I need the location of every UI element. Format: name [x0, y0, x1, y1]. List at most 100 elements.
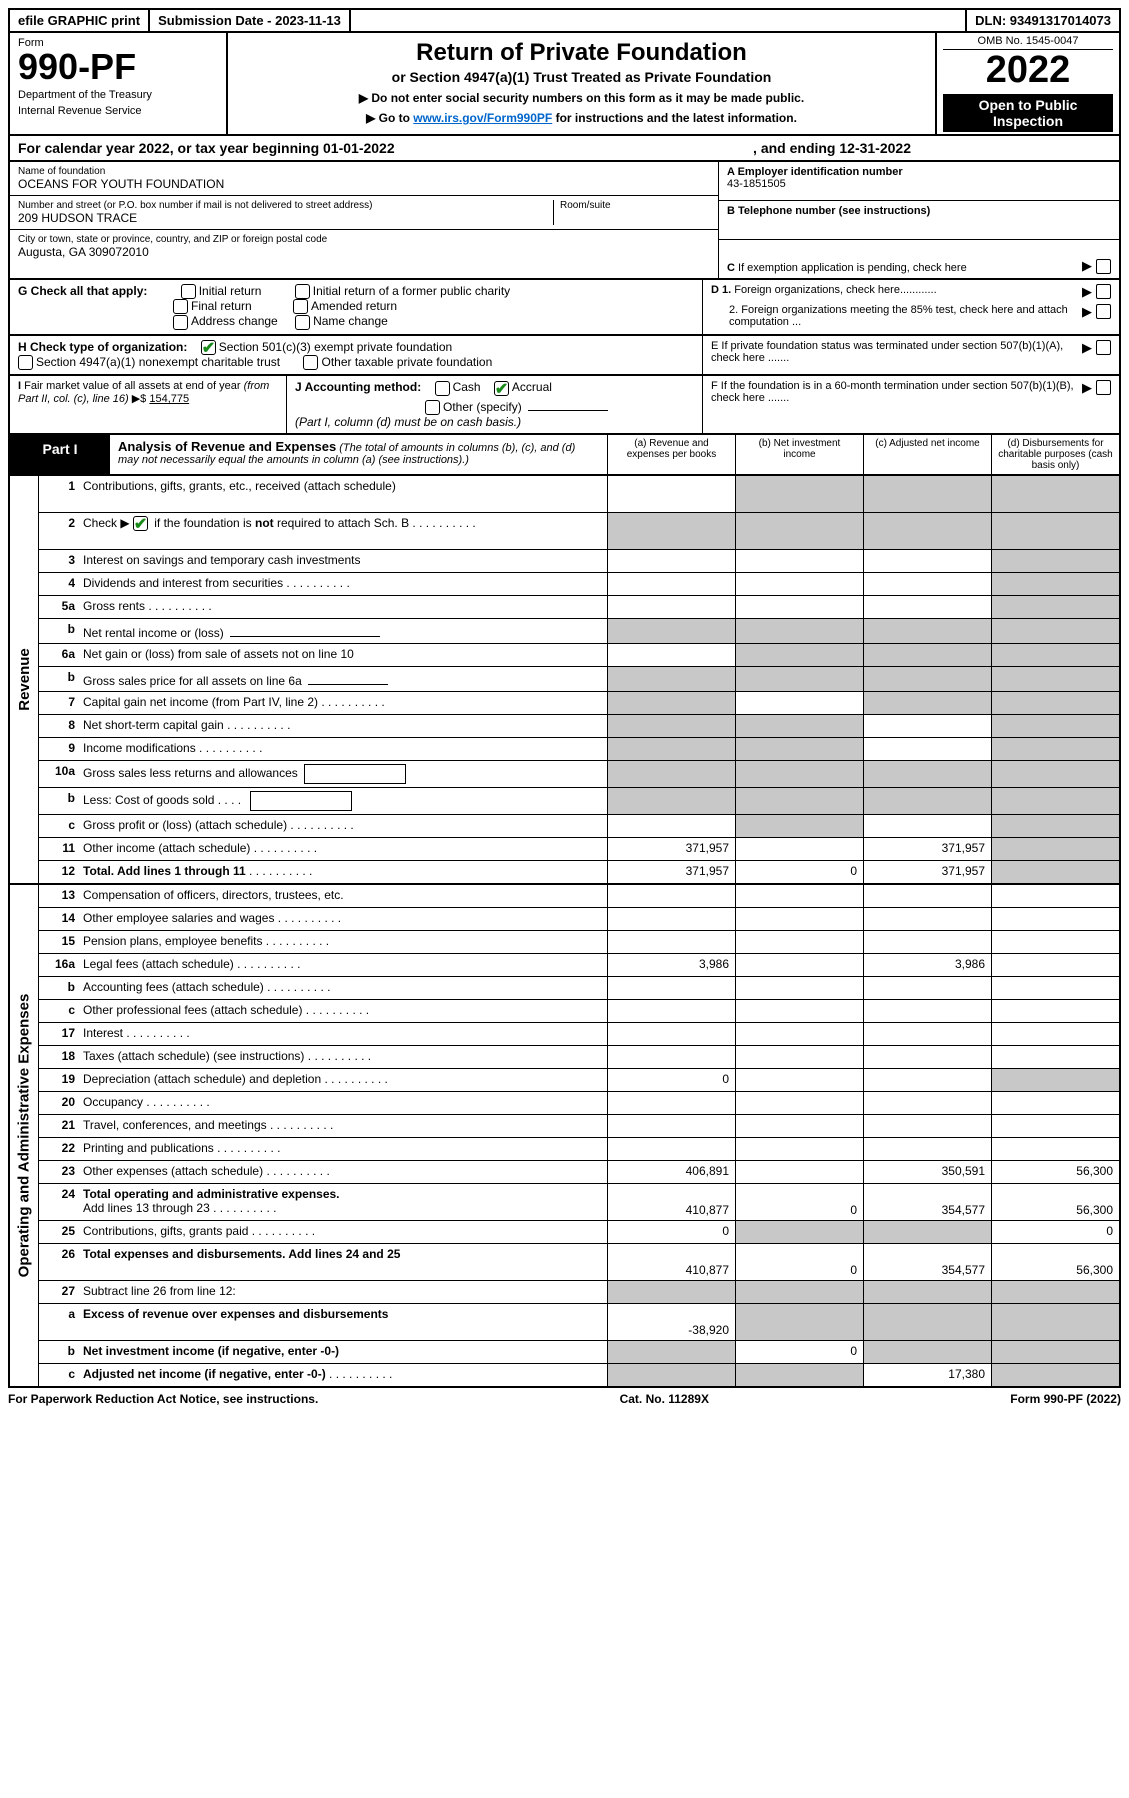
- part1-desc: Analysis of Revenue and Expenses (The to…: [110, 435, 607, 474]
- g-initial-former: Initial return of a former public charit…: [313, 284, 510, 298]
- page-footer: For Paperwork Reduction Act Notice, see …: [8, 1388, 1121, 1410]
- submission-date: Submission Date - 2023-11-13: [150, 10, 349, 31]
- cal-year-begin: For calendar year 2022, or tax year begi…: [18, 140, 395, 156]
- v24b: 0: [735, 1184, 863, 1220]
- checkbox-f[interactable]: [1096, 380, 1111, 395]
- line-26: Total expenses and disbursements. Add li…: [79, 1244, 607, 1280]
- note-link: ▶ Go to www.irs.gov/Form990PF for instru…: [248, 111, 915, 125]
- v23d: 56,300: [991, 1161, 1119, 1183]
- checkbox-d1[interactable]: [1096, 284, 1111, 299]
- checkbox-e[interactable]: [1096, 340, 1111, 355]
- j-note: (Part I, column (d) must be on cash basi…: [295, 415, 521, 429]
- ein-label: A Employer identification number: [727, 166, 903, 178]
- line-27a: Excess of revenue over expenses and disb…: [79, 1304, 607, 1340]
- v27a: -38,920: [607, 1304, 735, 1340]
- footer-mid: Cat. No. 11289X: [620, 1392, 709, 1406]
- part1-title: Analysis of Revenue and Expenses: [118, 439, 336, 454]
- city-label: City or town, state or province, country…: [18, 234, 710, 245]
- checkbox-501c3[interactable]: [201, 340, 216, 355]
- h-501c3: Section 501(c)(3) exempt private foundat…: [219, 340, 452, 354]
- line-12: Total. Add lines 1 through 11: [79, 861, 607, 883]
- line-23: Other expenses (attach schedule): [79, 1161, 607, 1183]
- note-pre: ▶ Go to: [366, 111, 413, 125]
- checkbox-cash[interactable]: [435, 381, 450, 396]
- expenses-section: Operating and Administrative Expenses 13…: [8, 885, 1121, 1388]
- city-state-zip: Augusta, GA 309072010: [18, 245, 710, 259]
- note-ssn: ▶ Do not enter social security numbers o…: [248, 91, 915, 105]
- line-8: Net short-term capital gain: [79, 715, 607, 737]
- checkbox-final-return[interactable]: [173, 299, 188, 314]
- room-label: Room/suite: [560, 200, 710, 211]
- line-24: Total operating and administrative expen…: [79, 1184, 607, 1220]
- line-19: Depreciation (attach schedule) and deple…: [79, 1069, 607, 1091]
- dln: DLN: 93491317014073: [967, 10, 1119, 31]
- revenue-section: Revenue 1Contributions, gifts, grants, e…: [8, 476, 1121, 885]
- checkbox-other[interactable]: [425, 400, 440, 415]
- form-header: Form 990-PF Department of the Treasury I…: [8, 33, 1121, 136]
- v24c: 354,577: [863, 1184, 991, 1220]
- line-13: Compensation of officers, directors, tru…: [79, 885, 607, 907]
- v24d: 56,300: [991, 1184, 1119, 1220]
- section-h-e: H Check type of organization: Section 50…: [8, 336, 1121, 377]
- line-9: Income modifications: [79, 738, 607, 760]
- irs-link[interactable]: www.irs.gov/Form990PF: [413, 111, 552, 125]
- dept-irs: Internal Revenue Service: [18, 105, 218, 117]
- line-21: Travel, conferences, and meetings: [79, 1115, 607, 1137]
- line-4: Dividends and interest from securities: [79, 573, 607, 595]
- checkbox-c[interactable]: [1096, 259, 1111, 274]
- checkbox-name-change[interactable]: [295, 315, 310, 330]
- v27c: 17,380: [863, 1364, 991, 1386]
- line-2: Check ▶ if the foundation is not require…: [79, 513, 607, 549]
- v25a: 0: [607, 1221, 735, 1243]
- line-1: Contributions, gifts, grants, etc., rece…: [79, 476, 607, 512]
- line-18: Taxes (attach schedule) (see instruction…: [79, 1046, 607, 1068]
- checkbox-d2[interactable]: [1096, 304, 1111, 319]
- v12c: 371,957: [863, 861, 991, 883]
- line-16a: Legal fees (attach schedule): [79, 954, 607, 976]
- revenue-label: Revenue: [10, 476, 39, 883]
- exemption-pending-label: C If exemption application is pending, c…: [727, 262, 1082, 274]
- checkbox-accrual[interactable]: [494, 381, 509, 396]
- d2-label: 2. Foreign organizations meeting the 85%…: [711, 304, 1082, 328]
- line-10a: Gross sales less returns and allowances: [79, 761, 607, 787]
- line-14: Other employee salaries and wages: [79, 908, 607, 930]
- checkbox-addr-change[interactable]: [173, 315, 188, 330]
- line-10c: Gross profit or (loss) (attach schedule): [79, 815, 607, 837]
- g-initial-return: Initial return: [199, 284, 262, 298]
- line-10b: Less: Cost of goods sold . . . .: [79, 788, 607, 814]
- v26a: 410,877: [607, 1244, 735, 1280]
- footer-right: Form 990-PF (2022): [1010, 1392, 1121, 1406]
- col-a-header: (a) Revenue and expenses per books: [607, 435, 735, 474]
- f-label: F If the foundation is in a 60-month ter…: [711, 380, 1082, 429]
- h-other-taxable: Other taxable private foundation: [321, 355, 492, 369]
- v16a-a: 3,986: [607, 954, 735, 976]
- checkbox-4947[interactable]: [18, 355, 33, 370]
- open-public-badge: Open to Public Inspection: [943, 94, 1113, 132]
- checkbox-other-taxable[interactable]: [303, 355, 318, 370]
- j-cash: Cash: [453, 380, 481, 394]
- v12a: 371,957: [607, 861, 735, 883]
- h-4947: Section 4947(a)(1) nonexempt charitable …: [36, 355, 280, 369]
- v26c: 354,577: [863, 1244, 991, 1280]
- col-c-header: (c) Adjusted net income: [863, 435, 991, 474]
- v23c: 350,591: [863, 1161, 991, 1183]
- checkbox-initial-return[interactable]: [181, 284, 196, 299]
- line-3: Interest on savings and temporary cash i…: [79, 550, 607, 572]
- checkbox-initial-former[interactable]: [295, 284, 310, 299]
- j-label: J Accounting method:: [295, 380, 421, 394]
- checkbox-sch-b[interactable]: [133, 516, 148, 531]
- v11c: 371,957: [863, 838, 991, 860]
- g-final-return: Final return: [191, 299, 252, 313]
- line-11: Other income (attach schedule): [79, 838, 607, 860]
- line-27c: Adjusted net income (if negative, enter …: [79, 1364, 607, 1386]
- checkbox-amended[interactable]: [293, 299, 308, 314]
- omb-number: OMB No. 1545-0047: [943, 35, 1113, 50]
- entity-info: Name of foundation OCEANS FOR YOUTH FOUN…: [8, 162, 1121, 280]
- line-17: Interest: [79, 1023, 607, 1045]
- line-16b: Accounting fees (attach schedule): [79, 977, 607, 999]
- col-b-header: (b) Net investment income: [735, 435, 863, 474]
- v19a: 0: [607, 1069, 735, 1091]
- part1-header: Part I Analysis of Revenue and Expenses …: [8, 435, 1121, 476]
- dept-treasury: Department of the Treasury: [18, 89, 218, 101]
- line-5b: Net rental income or (loss): [79, 619, 607, 643]
